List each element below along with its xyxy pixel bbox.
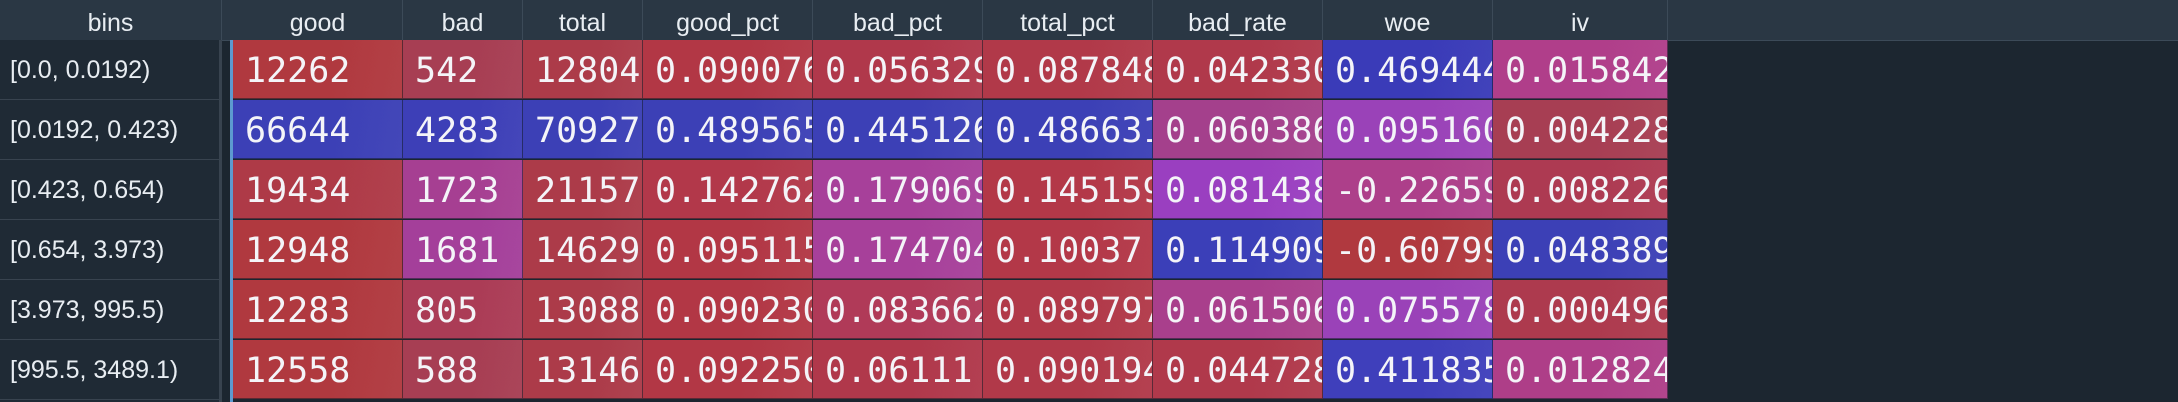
table-cell[interactable]: 0.089797	[983, 280, 1153, 339]
table-cell[interactable]: 0.0615067	[1153, 280, 1323, 339]
table-cell[interactable]: 1723	[403, 160, 523, 219]
table-cell[interactable]: 0.0900763	[643, 40, 813, 99]
row-label: [0.0192, 0.423)	[0, 100, 219, 160]
table-cell[interactable]: 0.411835	[1323, 340, 1493, 399]
table-cell[interactable]: 19434	[233, 160, 403, 219]
table-cell[interactable]: 0.174704	[813, 220, 983, 279]
table-cell[interactable]: 0.0951157	[643, 220, 813, 279]
table-cell[interactable]: 0.0447284	[1153, 340, 1323, 399]
table-cell[interactable]: 0.0901949	[983, 340, 1153, 399]
table-cell[interactable]: 0.060386	[1153, 100, 1323, 159]
row-label: [0.654, 3.973)	[0, 220, 219, 280]
column-header-iv[interactable]: iv	[1493, 0, 1668, 40]
column-header-good[interactable]: good	[233, 0, 403, 40]
table-cell[interactable]: 0.0755784	[1323, 280, 1493, 339]
table-cell[interactable]: 0.0902306	[643, 280, 813, 339]
row-label: [0.423, 0.654)	[0, 160, 219, 220]
table-cell[interactable]: 0.0814388	[1153, 160, 1323, 219]
table-cell[interactable]: 21157	[523, 160, 643, 219]
table-cell[interactable]: 0.10037	[983, 220, 1153, 279]
table-cell[interactable]: 12558	[233, 340, 403, 399]
table-cell[interactable]: 0.0483895	[1493, 220, 1668, 279]
index-column: [0.0, 0.0192) [0.0192, 0.423) [0.423, 0.65…	[0, 40, 222, 402]
table-cell[interactable]: 0.00822697	[1493, 160, 1668, 219]
table-cell[interactable]: 805	[403, 280, 523, 339]
table-cell[interactable]: 13088	[523, 280, 643, 339]
table-cell[interactable]: 0.0563292	[813, 40, 983, 99]
table-cell[interactable]: 0.00049641	[1493, 280, 1668, 339]
table-cell[interactable]: 0.00422887	[1493, 100, 1668, 159]
table-cell[interactable]: 0.0922507	[643, 340, 813, 399]
table-cell[interactable]: 0.0423305	[1153, 40, 1323, 99]
table-cell[interactable]: 13146	[523, 340, 643, 399]
table-cell[interactable]: 0.0158423	[1493, 40, 1668, 99]
table-cell[interactable]: 12262	[233, 40, 403, 99]
column-header-bad-pct[interactable]: bad_pct	[813, 0, 983, 40]
column-header-total-pct[interactable]: total_pct	[983, 0, 1153, 40]
table-cell[interactable]: 0.469444	[1323, 40, 1493, 99]
table-cell[interactable]: 0.0878485	[983, 40, 1153, 99]
table-cell[interactable]: 0.0836624	[813, 280, 983, 339]
table-cell[interactable]: 0.114909	[1153, 220, 1323, 279]
column-header-bins[interactable]: bins	[0, 0, 222, 40]
column-header-woe[interactable]: woe	[1323, 0, 1493, 40]
table-cell[interactable]: 12283	[233, 280, 403, 339]
table-cell[interactable]: 1681	[403, 220, 523, 279]
table-cell[interactable]: 588	[403, 340, 523, 399]
table-cell[interactable]: 12804	[523, 40, 643, 99]
table-cell[interactable]: -0.607998	[1323, 220, 1493, 279]
row-label: [995.5, 3489.1)	[0, 340, 219, 400]
table-cell[interactable]: 70927	[523, 100, 643, 159]
column-header-bad[interactable]: bad	[403, 0, 523, 40]
table-cell[interactable]: 0.0951605	[1323, 100, 1493, 159]
table-cell[interactable]: 0.445126	[813, 100, 983, 159]
table-cell[interactable]: 4283	[403, 100, 523, 159]
data-grid: 12262542128040.09007630.05632920.0878485…	[230, 40, 2178, 402]
row-label: [3.973, 995.5)	[0, 280, 219, 340]
table-cell[interactable]: 0.179069	[813, 160, 983, 219]
table-cell[interactable]: 14629	[523, 220, 643, 279]
table-cell[interactable]: 542	[403, 40, 523, 99]
table-cell[interactable]: 0.486631	[983, 100, 1153, 159]
column-header-bad-rate[interactable]: bad_rate	[1153, 0, 1323, 40]
table-cell[interactable]: 0.06111	[813, 340, 983, 399]
table-cell[interactable]: -0.226594	[1323, 160, 1493, 219]
table-cell[interactable]: 66644	[233, 100, 403, 159]
column-header-good-pct[interactable]: good_pct	[643, 0, 813, 40]
column-header-total[interactable]: total	[523, 0, 643, 40]
table-header: bins good bad total good_pct bad_pct total_pct…	[0, 0, 2178, 41]
row-label: [0.0, 0.0192)	[0, 40, 219, 100]
table-cell[interactable]: 12948	[233, 220, 403, 279]
table-cell[interactable]: 0.489565	[643, 100, 813, 159]
table-cell[interactable]: 0.145159	[983, 160, 1153, 219]
table-cell[interactable]: 0.0128249	[1493, 340, 1668, 399]
table-cell[interactable]: 0.142762	[643, 160, 813, 219]
